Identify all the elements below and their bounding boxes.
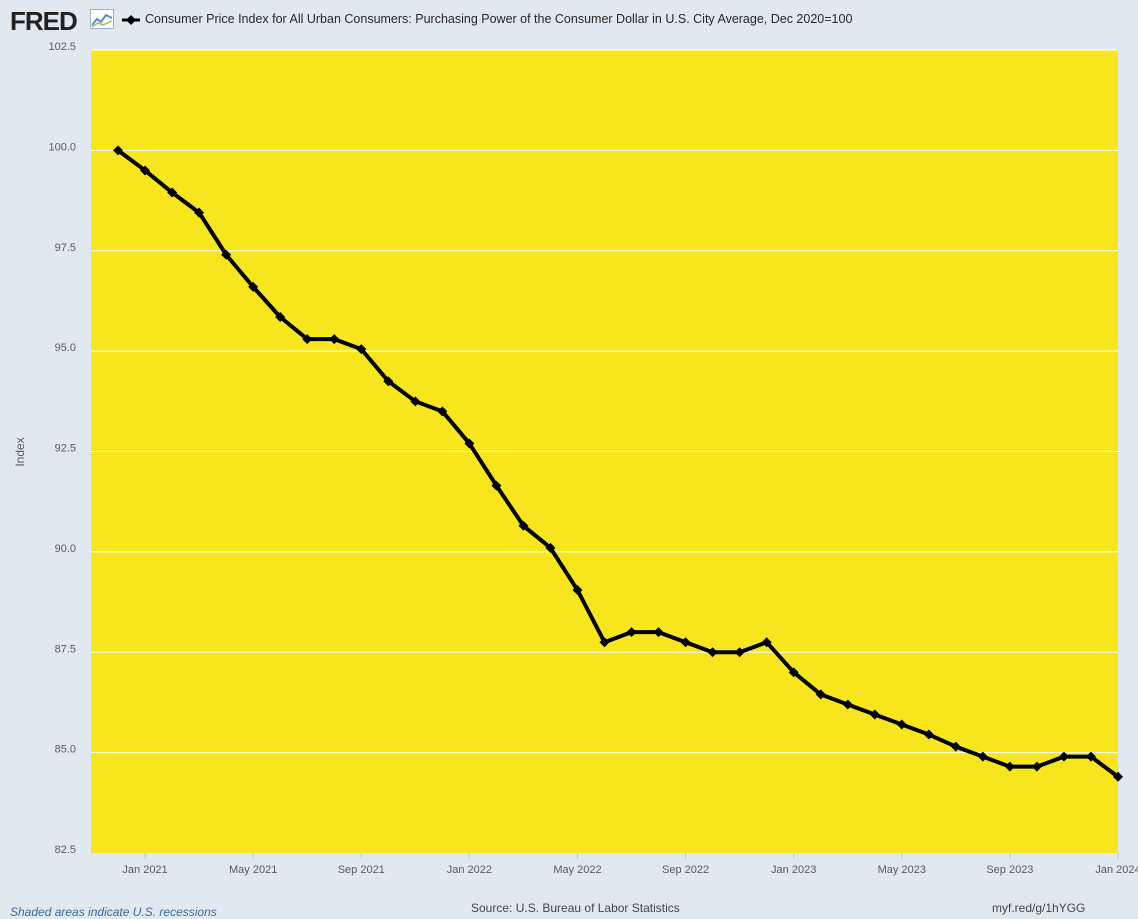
data-point[interactable] [734, 647, 745, 658]
y-tick-label: 100.0 [48, 141, 76, 153]
data-point[interactable] [113, 145, 124, 156]
y-axis-title: Index [13, 437, 27, 466]
x-tick-label: Jan 2021 [122, 864, 167, 876]
data-point[interactable] [599, 637, 610, 648]
data-point[interactable] [680, 637, 691, 648]
data-point[interactable] [302, 334, 313, 345]
data-point[interactable] [383, 376, 394, 387]
data-point[interactable] [1058, 751, 1069, 762]
data-point[interactable] [842, 699, 853, 710]
data-point[interactable] [464, 438, 475, 449]
data-point[interactable] [707, 647, 718, 658]
data-point[interactable] [1085, 751, 1096, 762]
y-tick-label: 95.0 [55, 342, 76, 354]
data-point[interactable] [1113, 771, 1123, 782]
y-tick-label: 97.5 [55, 242, 76, 254]
data-point[interactable] [140, 165, 151, 176]
legend-series-label[interactable]: Consumer Price Index for All Urban Consu… [145, 12, 853, 26]
fred-logo[interactable]: FRED [10, 6, 78, 36]
data-point[interactable] [815, 689, 826, 700]
data-point[interactable] [275, 311, 286, 322]
data-point[interactable] [437, 406, 448, 417]
data-point[interactable] [545, 542, 556, 553]
data-point[interactable] [329, 334, 340, 345]
data-point[interactable] [869, 709, 880, 720]
data-point[interactable] [1031, 761, 1042, 772]
y-tick-label: 90.0 [55, 543, 76, 555]
y-tick-label: 92.5 [55, 443, 76, 455]
x-tick-label: Sep 2021 [338, 864, 385, 876]
data-point[interactable] [626, 627, 637, 638]
series-line[interactable] [116, 148, 1120, 779]
data-point[interactable] [761, 637, 772, 648]
data-point[interactable] [1004, 761, 1015, 772]
short-link[interactable]: myf.red/g/1hYGG [992, 901, 1086, 915]
x-tick-label: Jan 2022 [447, 864, 492, 876]
x-tick-label: Jan 2023 [771, 864, 816, 876]
x-tick-label: Sep 2023 [986, 864, 1033, 876]
data-point[interactable] [950, 741, 961, 752]
data-point[interactable] [194, 207, 205, 218]
legend-series-marker-icon [122, 15, 140, 25]
x-tick-label: May 2023 [878, 864, 926, 876]
recession-note: Shaded areas indicate U.S. recessions [10, 905, 217, 919]
gridlines [91, 49, 1118, 754]
y-axis: 82.5 85.0 87.5 90.0 92.5 95.0 97.5 100.0 102.5 [48, 41, 76, 856]
data-point[interactable] [572, 585, 583, 596]
x-tick-label: May 2021 [229, 864, 277, 876]
x-axis: Jan 2021 May 2021 Sep 2021 Jan 2022 May 2022… [122, 853, 1138, 876]
y-tick-label: 102.5 [48, 41, 76, 53]
data-point[interactable] [167, 187, 178, 198]
data-point[interactable] [923, 729, 934, 740]
x-tick-label: May 2022 [553, 864, 601, 876]
series-layer [113, 145, 1123, 782]
data-point[interactable] [788, 667, 799, 678]
data-point[interactable] [896, 719, 907, 730]
data-point[interactable] [653, 627, 664, 638]
data-point[interactable] [356, 344, 367, 355]
x-tick-label: Sep 2022 [662, 864, 709, 876]
data-point[interactable] [977, 751, 988, 762]
data-point[interactable] [518, 520, 529, 531]
x-tick-label: Jan 2024 [1095, 864, 1138, 876]
fred-chart-logo-icon [90, 9, 114, 29]
data-point[interactable] [491, 480, 502, 491]
source-note: Source: U.S. Bureau of Labor Statistics [471, 901, 680, 915]
y-tick-label: 85.0 [55, 744, 76, 756]
data-point[interactable] [248, 281, 259, 292]
data-point[interactable] [221, 249, 232, 260]
y-tick-label: 82.5 [55, 844, 76, 856]
chart-header: FRED Consumer Price Index for All Urban … [0, 0, 1138, 40]
y-tick-label: 87.5 [55, 643, 76, 655]
data-point[interactable] [410, 396, 421, 407]
